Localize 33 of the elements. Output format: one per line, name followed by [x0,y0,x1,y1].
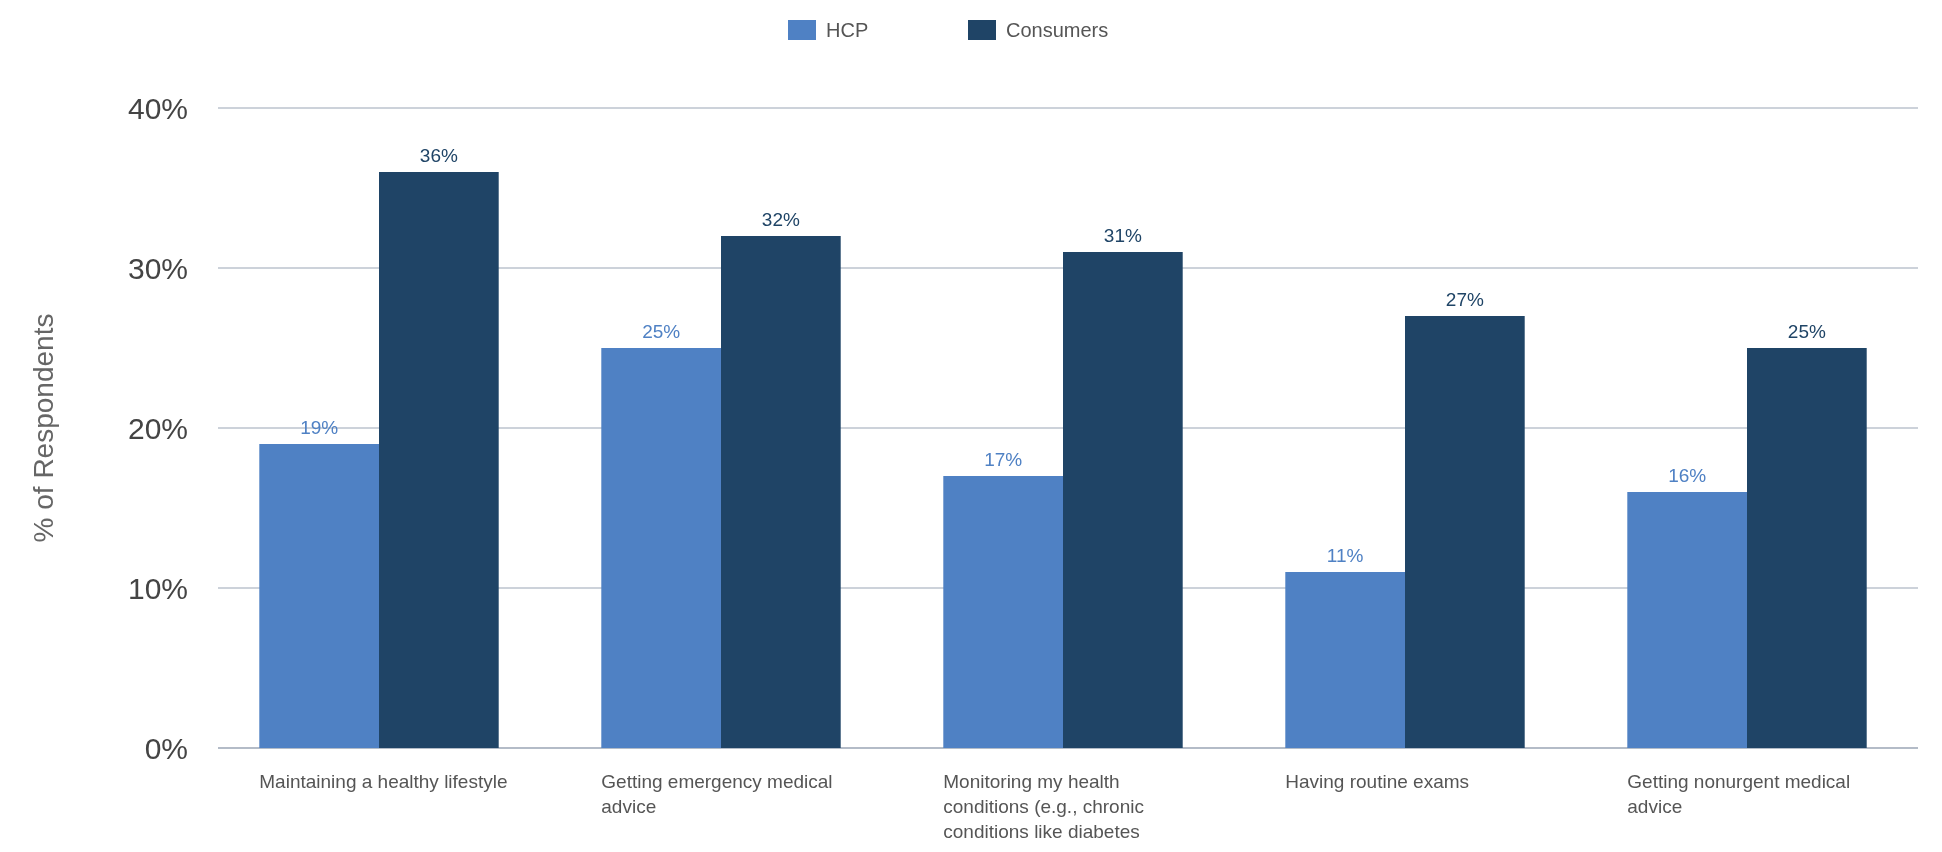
bar [379,172,499,748]
data-label: 32% [761,209,800,230]
bar [721,236,841,748]
bar [1063,252,1183,748]
y-tick-label: 40% [127,91,188,125]
data-label: 27% [1445,289,1484,310]
x-tick-label: Getting nonurgent medical advice [1627,771,1851,817]
bar [1627,492,1747,748]
y-tick-label: 20% [127,411,188,445]
bar [1747,348,1867,748]
data-label: 25% [1787,321,1826,342]
y-tick-label: 0% [144,731,188,765]
data-label: 17% [984,449,1023,470]
x-tick-label: Getting emergency medical advice [601,771,833,817]
bar [943,476,1063,748]
data-label: 11% [1326,545,1364,566]
legend-label: HCP [826,19,869,41]
y-axis-title: % of Respondents [28,313,59,543]
bar [259,444,379,748]
y-tick-label: 10% [127,571,188,605]
bar [1405,316,1525,748]
data-label: 25% [642,321,681,342]
data-label: 31% [1103,225,1142,246]
bar [601,348,721,748]
x-tick-label: Maintaining a healthy lifestyle [259,771,508,792]
x-tick-label: Having routine exams [1285,771,1470,792]
y-tick-label: 30% [127,251,188,285]
data-label: 19% [300,417,339,438]
x-tick-label: Monitoring my health conditions (e.g., chronic conditions like diabetes [943,771,1144,842]
data-label: 16% [1668,465,1707,486]
legend-label: Consumers [1006,19,1109,41]
bar [1285,572,1405,748]
data-label: 36% [419,145,458,166]
